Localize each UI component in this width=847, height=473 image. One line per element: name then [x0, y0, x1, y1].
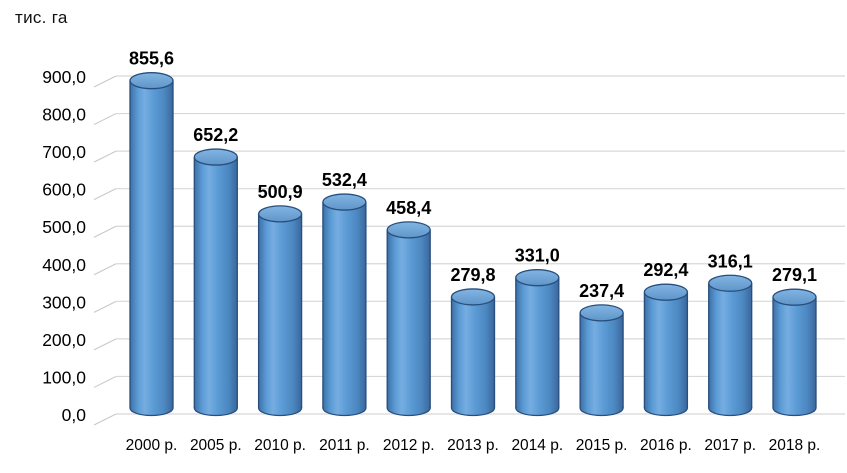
- bar-body: [194, 157, 238, 408]
- bar-body: [387, 229, 431, 408]
- bar-top-cap: [450, 288, 496, 306]
- bar-top-cap: [386, 221, 431, 239]
- y-tick-label: 900,0: [42, 67, 86, 87]
- x-tick-label: 2014 р.: [511, 437, 563, 454]
- bar-body: [451, 296, 495, 408]
- bar-group: [708, 274, 753, 417]
- x-tick-label: 2000 р.: [126, 437, 178, 454]
- bar-value-label: 237,4: [579, 281, 624, 301]
- bar-group: [515, 269, 560, 417]
- y-tick-diagonal: [93, 225, 117, 238]
- x-tick-label: 2015 р.: [576, 437, 628, 454]
- bar-top-cap: [579, 304, 624, 322]
- bar-value-label: 855,6: [129, 49, 174, 69]
- bar-body: [580, 312, 624, 408]
- bar-top-cap: [515, 269, 560, 287]
- bar-top-cap: [643, 283, 689, 301]
- y-tick-diagonal: [93, 188, 117, 201]
- bar-value-label: 316,1: [708, 251, 753, 271]
- y-tick-diagonal: [93, 113, 117, 126]
- bar-value-label: 279,8: [450, 265, 495, 285]
- y-tick-diagonal: [93, 338, 117, 351]
- x-tick-label: 2017 р.: [704, 437, 756, 454]
- y-tick-label: 800,0: [42, 105, 86, 125]
- bar-group: [129, 72, 174, 417]
- x-tick-label: 2011 р.: [319, 437, 370, 454]
- bar-value-label: 500,9: [258, 182, 303, 202]
- bar-value-label: 279,1: [772, 265, 817, 285]
- bar-top-cap: [129, 72, 174, 90]
- bar-body: [515, 277, 559, 408]
- y-tick-label: 200,0: [42, 330, 86, 350]
- y-tick-diagonal: [93, 413, 117, 426]
- bar-body: [644, 292, 688, 408]
- bar-group: [386, 221, 431, 417]
- y-tick-label: 300,0: [42, 292, 86, 312]
- bar-body: [322, 202, 366, 408]
- y-tick-label: 700,0: [42, 142, 86, 162]
- bar-value-label: 458,4: [386, 198, 431, 218]
- y-tick-diagonal: [93, 75, 117, 88]
- bar-group: [322, 193, 367, 417]
- bar-value-label: 331,0: [515, 246, 560, 266]
- bar-body: [708, 283, 752, 408]
- bar-group: [450, 288, 496, 417]
- x-tick-label: 2005 р.: [190, 437, 242, 454]
- y-tick-diagonal: [93, 150, 117, 163]
- bar-top-cap: [193, 148, 238, 166]
- x-tick-label: 2016 р.: [640, 437, 692, 454]
- bar-top-cap: [257, 205, 303, 223]
- bar-value-label: 652,2: [193, 125, 238, 145]
- y-tick-label: 0,0: [62, 405, 87, 425]
- y-tick-diagonal: [93, 300, 117, 313]
- y-tick-label: 500,0: [42, 217, 86, 237]
- y-tick-diagonal: [93, 375, 117, 388]
- bar-top-cap: [772, 288, 817, 306]
- bar-value-label: 532,4: [322, 170, 367, 190]
- y-tick-diagonal: [93, 263, 117, 276]
- bar-group: [193, 148, 238, 417]
- x-tick-label: 2018 р.: [769, 437, 821, 454]
- bar-body: [130, 80, 173, 408]
- y-axis-title: тис. га: [15, 8, 68, 27]
- bar-body: [773, 297, 816, 408]
- bar-group: [579, 304, 624, 417]
- bar-group: [643, 283, 689, 417]
- y-tick-label: 100,0: [42, 367, 86, 387]
- bar-top-cap: [322, 193, 367, 211]
- x-tick-label: 2010 р.: [254, 437, 306, 454]
- bar-top-cap: [708, 274, 753, 292]
- x-tick-label: 2013 р.: [447, 437, 499, 454]
- bar-group: [257, 205, 303, 417]
- y-tick-label: 600,0: [42, 180, 86, 200]
- bar-body: [258, 213, 302, 408]
- bar-group: [772, 288, 817, 417]
- y-tick-label: 400,0: [42, 255, 86, 275]
- bar-value-label: 292,4: [643, 260, 688, 280]
- x-tick-label: 2012 р.: [383, 437, 435, 454]
